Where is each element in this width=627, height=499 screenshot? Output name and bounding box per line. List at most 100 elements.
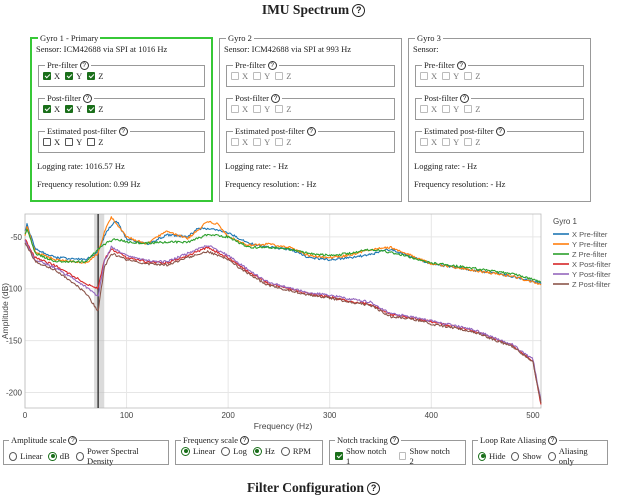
help-icon[interactable]: ?: [79, 61, 89, 70]
amplitude-scale-group: Amplitude scale? Linear dB Power Spectral D…: [3, 435, 169, 466]
frequency-scale-linear-radio[interactable]: [181, 446, 190, 456]
filter-config-title: Filter Configuration?: [0, 480, 627, 496]
series-line-y-pre-filter: [24, 216, 542, 286]
gyro-2-pre-filter-z-label: Z: [286, 71, 292, 81]
gyro-2-pre-filter-legend: Pre-filter?: [233, 60, 279, 70]
help-icon[interactable]: ?: [389, 436, 399, 445]
gyro-1-post-filter-x-label: X: [54, 104, 61, 114]
legend-item-label[interactable]: X Pre-filter: [572, 230, 608, 239]
gyro-1-pre-filter-group: Pre-filter? X Y Z: [38, 60, 205, 87]
x-axis-label: Frequency (Hz): [254, 421, 313, 431]
frequency-scale-hz-radio[interactable]: [252, 446, 262, 456]
legend-item-label[interactable]: Y Pre-filter: [572, 240, 608, 249]
help-icon[interactable]: ?: [460, 94, 469, 103]
gyro-2-pre-filter-y-checkbox: [253, 72, 262, 80]
loop-rate-aliasing-group: Loop Rate Aliasing? Hide Show Aliasing only: [472, 435, 608, 466]
notch-tracking-show-notch-1-label: Show notch 1: [345, 446, 387, 466]
spectrum-chart[interactable]: -50 -100 -150 -200 0 100 200 300 400 500 Frequency…: [0, 210, 627, 437]
legend-item-label[interactable]: Z Pre-filter: [572, 250, 608, 259]
gyro-3-pre-filter-x-label: X: [431, 71, 438, 81]
gyro-3-estimated-post-filter-group: Estimated post-filter? X Y Z: [415, 126, 584, 153]
notch-band: [94, 214, 105, 408]
loop-rate-aliasing-hide-radio[interactable]: [478, 451, 486, 461]
loop-rate-aliasing-hide-label: Hide: [488, 451, 506, 461]
frequency-scale-rpm-radio[interactable]: [280, 446, 290, 456]
gyro-2-sensor: Sensor: ICM42688 via SPI at 993 Hz: [224, 44, 352, 54]
gyro-1-pre-filter-x-checkbox[interactable]: [43, 72, 51, 80]
gyro-1-pre-filter-y-checkbox[interactable]: [65, 72, 74, 80]
gyro-1-estimated-post-filter-group: Estimated post-filter? X Y Z: [38, 126, 205, 153]
gyro-1-post-filter-z-checkbox[interactable]: [87, 105, 96, 113]
gyro-1-logging-rate: Logging rate: 1016.57 Hz: [37, 161, 125, 171]
help-icon[interactable]: ?: [271, 94, 280, 103]
loop-rate-aliasing-aliasing-only-label: Aliasing only: [558, 446, 588, 466]
help-icon[interactable]: ?: [68, 436, 78, 445]
gyro-2-frequency-resolution: Frequency resolution: - Hz: [225, 179, 317, 189]
legend-item-label[interactable]: X Post-filter: [572, 260, 611, 269]
gyro-1-pre-filter-legend: Pre-filter?: [45, 60, 91, 70]
help-icon[interactable]: ?: [267, 61, 277, 70]
gyro-1-estimated-post-filter-legend: Estimated post-filter?: [45, 126, 130, 136]
series-line-z-post-filter: [24, 242, 542, 404]
gyro-3-estimated-post-filter-z-label: Z: [475, 137, 481, 147]
frequency-scale-rpm-label: RPM: [292, 446, 311, 456]
notch-tracking-show-notch-1-checkbox[interactable]: [335, 452, 343, 460]
gyro-2-estimated-post-filter-x-label: X: [242, 137, 249, 147]
gyro-2-post-filter-group: Post-filter? X Y Z: [226, 93, 395, 120]
gyro-1-pre-filter-z-checkbox[interactable]: [87, 72, 96, 80]
help-icon[interactable]: ?: [495, 127, 505, 136]
gyro-2-post-filter-x-checkbox: [231, 105, 239, 113]
gyro-2-panel: Gyro 2 Sensor: ICM42688 via SPI at 993 H…: [219, 33, 402, 202]
gyro-3-pre-filter-z-label: Z: [475, 71, 481, 81]
help-icon[interactable]: ?: [352, 4, 366, 17]
gyro-1-estimated-post-filter-z-checkbox[interactable]: [87, 138, 96, 146]
gyro-1-post-filter-y-checkbox[interactable]: [65, 105, 74, 113]
help-icon[interactable]: ?: [456, 61, 466, 70]
gyro-1-estimated-post-filter-y-label: Y: [76, 137, 83, 147]
help-icon[interactable]: ?: [240, 436, 249, 445]
amplitude-scale-power-spectral-density-radio[interactable]: [75, 451, 84, 461]
loop-rate-aliasing-show-radio[interactable]: [511, 451, 520, 461]
frequency-scale-log-radio[interactable]: [221, 446, 231, 456]
y-tick-label: -50: [10, 233, 22, 242]
series-line-z-pre-filter: [24, 228, 541, 283]
amplitude-scale-db-radio[interactable]: [48, 451, 57, 461]
gyro-1-estimated-post-filter-y-checkbox[interactable]: [65, 138, 74, 146]
gyro-2-post-filter-z-checkbox: [275, 105, 284, 113]
help-icon[interactable]: ?: [118, 127, 128, 136]
gyro-2-post-filter-legend: Post-filter?: [233, 93, 282, 103]
gyro-1-post-filter-group: Post-filter? X Y Z: [38, 93, 205, 120]
loop-rate-aliasing-legend: Loop Rate Aliasing?: [478, 435, 559, 445]
amplitude-scale-linear-radio[interactable]: [9, 451, 18, 461]
gyro-2-post-filter-y-label: Y: [264, 104, 271, 114]
gyro-3-post-filter-legend: Post-filter?: [422, 93, 471, 103]
gyro-2-pre-filter-x-checkbox: [231, 72, 239, 80]
gyro-2-pre-filter-group: Pre-filter? X Y Z: [226, 60, 395, 87]
gyro-1-pre-filter-y-label: Y: [76, 71, 83, 81]
help-icon[interactable]: ?: [548, 436, 558, 445]
gyro-3-pre-filter-y-checkbox: [442, 72, 451, 80]
gyro-2-estimated-post-filter-y-checkbox: [253, 138, 262, 146]
help-icon[interactable]: ?: [83, 94, 92, 103]
plot-area: [24, 213, 542, 409]
gyro-2-logging-rate: Logging rate: - Hz: [225, 161, 289, 171]
gyro-3-post-filter-group: Post-filter? X Y Z: [415, 93, 584, 120]
help-icon[interactable]: ?: [367, 482, 381, 495]
gyro-1-pre-filter-x-label: X: [54, 71, 61, 81]
gyro-1-post-filter-x-checkbox[interactable]: [43, 105, 51, 113]
gyro-3-legend: Gyro 3: [417, 33, 441, 43]
loop-rate-aliasing-aliasing-only-radio[interactable]: [547, 451, 556, 461]
legend-item-label[interactable]: Z Post-filter: [572, 280, 611, 289]
legend-item-label[interactable]: Y Post-filter: [572, 270, 611, 279]
help-icon[interactable]: ?: [306, 127, 316, 136]
page-title: IMU Spectrum?: [0, 2, 627, 18]
y-axis-label: Amplitude (dB): [0, 283, 10, 339]
x-tick-label: 100: [120, 411, 134, 420]
gyro-1-estimated-post-filter-x-checkbox[interactable]: [43, 138, 51, 146]
gyro-3-estimated-post-filter-x-checkbox: [420, 138, 428, 146]
frequency-scale-log-label: Log: [233, 446, 247, 456]
x-tick-label: 200: [221, 411, 235, 420]
y-tick-label: -200: [6, 388, 23, 397]
amplitude-scale-db-label: dB: [59, 451, 70, 461]
x-tick-label: 0: [23, 411, 28, 420]
